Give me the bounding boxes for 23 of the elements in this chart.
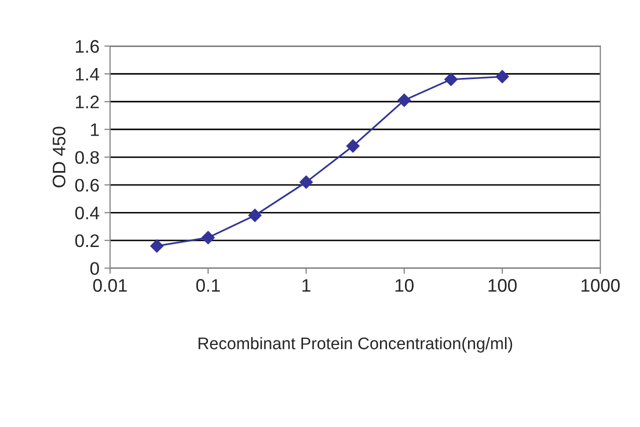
y-tick-label: 1.6	[76, 40, 99, 53]
x-tick-label: 0.1	[196, 279, 220, 292]
y-tick-label: 1	[91, 124, 99, 136]
x-tick-label: 100	[488, 279, 517, 292]
x-axis-title: Recombinant Protein Concentration(ng/ml)	[198, 337, 512, 353]
y-tick-label: 0	[90, 262, 99, 275]
y-tick-label: 1.4	[76, 68, 100, 80]
x-tick-label: 10	[396, 279, 414, 292]
point	[248, 208, 262, 222]
point	[300, 176, 313, 189]
x-tick-label: 1	[302, 279, 310, 292]
y-tick-label: 0.2	[75, 234, 99, 248]
x-tick-label: 0.01	[93, 279, 127, 292]
y-tick-label: 0.8	[75, 151, 99, 164]
y-tick-label: 0.4	[75, 206, 100, 220]
point	[398, 94, 411, 107]
y-tick-label: 0.6	[75, 178, 99, 192]
y-tick-label: 1.2	[76, 96, 99, 108]
y-axis-title: OD 450	[52, 126, 66, 188]
point	[150, 239, 164, 253]
point	[496, 70, 509, 84]
point	[346, 139, 360, 153]
x-tick-label: 1000	[582, 279, 620, 292]
